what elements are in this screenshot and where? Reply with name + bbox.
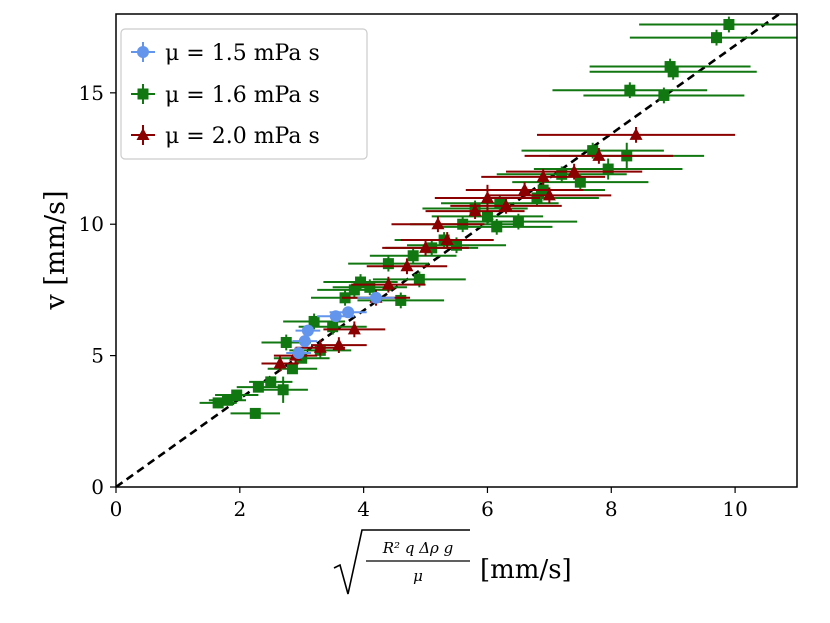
data-point [347, 322, 361, 335]
x-tick-label: 6 [481, 497, 494, 521]
data-point [667, 66, 679, 78]
data-point [364, 281, 376, 293]
series-circle [286, 291, 395, 359]
data-point [556, 168, 568, 180]
data-point [481, 210, 493, 222]
data-point [212, 397, 224, 409]
x-tick-label: 4 [357, 497, 370, 521]
data-point [624, 84, 636, 96]
legend-entry-3: μ = 2.0 mPa s [131, 124, 320, 149]
legend-box [120, 28, 368, 160]
data-point [249, 407, 261, 419]
data-point [407, 250, 419, 262]
data-point [451, 239, 462, 251]
y-axis-label: v [mm/s] [40, 190, 71, 310]
data-point [440, 232, 454, 245]
legend-label-2: μ = 1.6 mPa s [165, 83, 320, 108]
data-point [400, 259, 414, 272]
data-point [298, 335, 311, 348]
data-point [542, 188, 556, 201]
legend-entry-1: μ = 1.5 mPa s [131, 41, 320, 66]
data-point [370, 291, 383, 304]
data-point [231, 389, 243, 401]
data-point [277, 384, 289, 396]
data-point [629, 127, 643, 140]
data-point [313, 340, 327, 353]
data-point [355, 276, 367, 288]
data-point [342, 306, 355, 319]
x-tick-label: 8 [605, 497, 618, 521]
x-tick-label: 2 [233, 497, 246, 521]
data-point [327, 321, 339, 333]
data-point [518, 183, 532, 196]
y-axis-ticks: 0 5 10 15 [79, 81, 116, 499]
legend-label-3: μ = 2.0 mPa s [165, 124, 320, 149]
data-point [468, 204, 482, 217]
legend: μ = 1.5 mPa s μ = 1.6 mPa s μ = 2.0 mPa … [120, 28, 368, 160]
plot-area [116, 14, 797, 487]
legend-marker-circle [131, 42, 155, 62]
data-point [252, 381, 264, 393]
data-point [536, 169, 550, 182]
data-point [280, 336, 292, 348]
data-point [711, 32, 723, 44]
data-point [574, 176, 586, 188]
data-point [494, 197, 506, 209]
legend-symbol [137, 46, 149, 58]
data-point [381, 277, 395, 290]
data-point [512, 216, 524, 228]
data-point [292, 346, 305, 359]
legend-symbol [136, 128, 150, 140]
data-point [602, 163, 614, 175]
data-point [431, 217, 445, 230]
data-point [332, 338, 346, 351]
data-point [265, 376, 277, 388]
data-point [296, 352, 308, 364]
data-point [221, 394, 233, 406]
data-point [499, 198, 513, 211]
y-tick-label: 0 [91, 475, 104, 499]
legend-marker-square [131, 84, 155, 104]
data-point [491, 221, 503, 233]
x-label-unit: [mm/s] [480, 555, 572, 585]
legend-entry-2: μ = 1.6 mPa s [131, 83, 320, 108]
y-tick-label: 15 [79, 81, 104, 105]
data-point [301, 324, 314, 337]
data-point [567, 164, 581, 177]
data-point [413, 273, 425, 285]
data-point [308, 315, 320, 327]
x-axis-label: R² q Δρ g μ [mm/s] [333, 529, 572, 595]
x-label-denominator: μ [413, 567, 423, 585]
data-point [592, 148, 606, 161]
plot-frame [115, 13, 798, 488]
legend-label-1: μ = 1.5 mPa s [165, 41, 320, 66]
data-point [395, 294, 407, 306]
data-point [480, 190, 494, 203]
x-label-numerator: R² q Δρ g [382, 539, 453, 557]
x-axis-ticks: 0 2 4 6 8 10 [110, 487, 748, 521]
data-point [587, 145, 599, 157]
data-point [723, 19, 735, 31]
x-tick-label: 10 [722, 497, 747, 521]
radical-sign [333, 529, 470, 595]
data-point [382, 258, 394, 270]
data-point [419, 240, 433, 253]
y-tick-label: 10 [79, 212, 104, 236]
legend-marker-triangle [131, 125, 155, 145]
legend-symbol [137, 88, 149, 100]
data-point [273, 356, 287, 369]
data-marks [199, 16, 797, 419]
y-tick-label: 5 [91, 344, 104, 368]
data-point [348, 284, 360, 296]
data-point [658, 89, 670, 101]
data-point [286, 363, 298, 375]
x-tick-label: 0 [110, 497, 123, 521]
